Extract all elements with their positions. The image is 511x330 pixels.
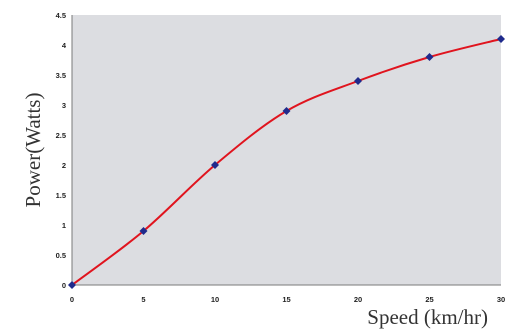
y-tick-label: 3.5 xyxy=(56,71,66,80)
y-tick-label: 1.5 xyxy=(56,191,66,200)
x-tick-label: 15 xyxy=(282,295,290,304)
x-tick-label: 20 xyxy=(354,295,362,304)
data-point-marker xyxy=(139,227,148,235)
y-axis-title: Power(Watts) xyxy=(21,93,45,208)
y-tick-label: 2 xyxy=(62,161,66,170)
y-tick-label: 1 xyxy=(62,221,66,230)
series-markers xyxy=(68,35,505,289)
x-tick-label: 30 xyxy=(497,295,505,304)
y-tick-label: 0 xyxy=(62,281,66,290)
data-point-marker xyxy=(497,35,505,43)
x-tick-label: 5 xyxy=(141,295,145,304)
y-tick-label: 2.5 xyxy=(56,131,66,140)
data-point-marker xyxy=(68,281,76,289)
x-axis-title: Speed (km/hr) xyxy=(367,305,488,329)
x-tick-label: 25 xyxy=(425,295,433,304)
x-tick-labels: 0 5 10 15 20 25 30 xyxy=(70,295,505,304)
data-point-marker xyxy=(282,107,291,115)
data-point-marker xyxy=(425,53,434,61)
y-tick-labels: 0 0.5 1 1.5 2 2.5 3 3.5 4 4.5 xyxy=(56,11,67,290)
y-tick-label: 3 xyxy=(62,101,66,110)
y-tick-label: 4.5 xyxy=(56,11,66,20)
data-point-marker xyxy=(354,77,362,85)
x-tick-label: 10 xyxy=(211,295,219,304)
x-tick-label: 0 xyxy=(70,295,74,304)
y-tick-label: 0.5 xyxy=(56,251,66,260)
data-point-marker xyxy=(211,161,219,169)
y-tick-label: 4 xyxy=(62,41,67,50)
